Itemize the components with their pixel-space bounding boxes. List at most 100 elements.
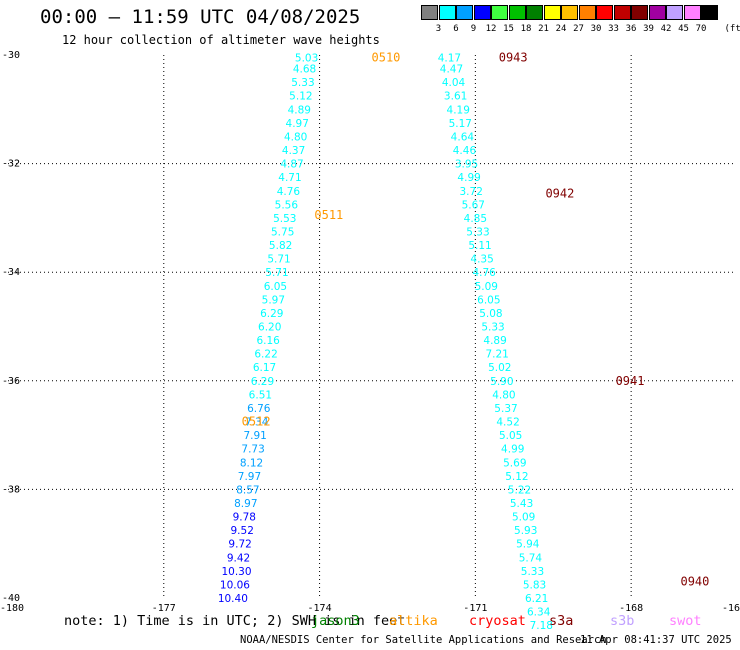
x-tick-label: -177 xyxy=(152,603,176,614)
wave-height-label: 5.33 xyxy=(521,566,544,578)
wave-height-label: 4.76 xyxy=(277,186,301,198)
wave-height-label: 4.80 xyxy=(284,131,307,143)
wave-height-label: 5.11 xyxy=(468,240,491,252)
wave-height-label: 5.22 xyxy=(508,484,531,496)
wave-height-label: 7.34 xyxy=(245,417,269,429)
pass-time-label: 0512 xyxy=(242,415,271,429)
x-tick-label: -180 xyxy=(0,603,24,614)
wave-height-label: 6.34 xyxy=(527,607,551,619)
wave-height-label: 8.57 xyxy=(236,484,259,496)
wave-height-label: 9.72 xyxy=(228,539,251,551)
wave-height-label: 4.85 xyxy=(464,213,487,225)
legend-swatch xyxy=(508,5,526,20)
wave-height-label: 5.33 xyxy=(291,77,314,89)
legend-label: 39 xyxy=(643,24,654,34)
y-tick-label: -30 xyxy=(2,50,20,61)
satellite-s3b: s3b xyxy=(610,613,635,629)
legend-swatch xyxy=(473,5,491,20)
legend-label: 33 xyxy=(608,24,619,34)
legend-swatch xyxy=(421,5,438,20)
legend-label: 27 xyxy=(573,24,584,34)
wave-height-label: 3.61 xyxy=(444,91,467,103)
wave-height-label: 5.94 xyxy=(516,539,540,551)
wave-height-label: 6.05 xyxy=(477,294,500,306)
legend-label: 45 xyxy=(678,24,689,34)
wave-height-label: 4.99 xyxy=(457,172,480,184)
wave-height-label: 5.53 xyxy=(273,213,296,225)
wave-height-label: 7.97 xyxy=(238,471,261,483)
pass-time-label: 0941 xyxy=(616,374,645,388)
satellite-cryosat: cryosat xyxy=(469,613,526,629)
wave-height-label: 5.93 xyxy=(514,525,537,537)
wave-height-label: 9.42 xyxy=(227,552,250,564)
y-tick-label: -38 xyxy=(2,484,20,495)
wave-height-label: 7.18 xyxy=(530,620,553,632)
wave-height-label: 5.43 xyxy=(510,498,533,510)
satellite-altika: altika xyxy=(389,613,438,629)
wave-height-label: 4.87 xyxy=(280,159,303,171)
wave-height-label: 8.12 xyxy=(240,457,263,469)
legend-label: 42 xyxy=(660,24,672,34)
wave-height-label: 3.72 xyxy=(460,186,483,198)
x-tick-label: -174 xyxy=(308,603,332,614)
legend-label: 70 xyxy=(695,24,707,34)
wave-height-label: 4.19 xyxy=(447,104,470,116)
wave-height-label: 5.97 xyxy=(262,294,285,306)
wave-height-label: 9.78 xyxy=(233,512,256,524)
x-tick-label: -16 xyxy=(722,603,740,614)
pass-time-label: 0511 xyxy=(314,208,343,222)
wave-height-label: 4.46 xyxy=(453,145,477,157)
wave-height-label: 5.05 xyxy=(499,430,522,442)
wave-height-label: 6.76 xyxy=(247,403,271,415)
wave-height-label: 10.40 xyxy=(218,593,248,605)
wave-height-label: 5.75 xyxy=(271,226,294,238)
wave-height-label: 5.69 xyxy=(503,457,526,469)
wave-height-label: 5.12 xyxy=(289,91,312,103)
legend-swatch xyxy=(683,5,701,20)
wave-height-label: 4.04 xyxy=(442,77,466,89)
legend-label: 18 xyxy=(520,24,532,34)
wave-height-label: 4.89 xyxy=(483,335,506,347)
wave-height-label: 6.21 xyxy=(525,593,548,605)
legend-swatch xyxy=(438,5,456,20)
legend-swatch xyxy=(666,5,683,20)
wave-height-label: 5.82 xyxy=(269,240,292,252)
wave-height-label: 8.97 xyxy=(234,498,257,510)
wave-height-label: 6.17 xyxy=(253,362,276,374)
wave-height-label: 4.35 xyxy=(470,254,493,266)
wave-height-label: 5.83 xyxy=(523,579,546,591)
wave-height-label: 6.16 xyxy=(256,335,280,347)
legend-unit: (ft) xyxy=(724,24,740,34)
legend-swatch xyxy=(701,5,718,20)
y-tick-label: -40 xyxy=(2,593,20,604)
pass-time-label: 0942 xyxy=(545,186,574,200)
wave-height-label: 5.90 xyxy=(490,376,513,388)
wave-height-label: 6.51 xyxy=(249,389,272,401)
legend-label: 24 xyxy=(555,24,567,34)
legend-swatch xyxy=(613,5,631,20)
x-tick-label: -171 xyxy=(463,603,487,614)
wave-height-label: 4.97 xyxy=(286,118,309,130)
legend-label: 30 xyxy=(590,24,602,34)
page-title: 00:00 – 11:59 UTC 04/08/2025 xyxy=(40,6,361,28)
legend-swatch xyxy=(578,5,596,20)
footer-note: note: 1) Time is in UTC; 2) SWH is in fe… xyxy=(64,613,406,629)
legend-label: 15 xyxy=(503,24,514,34)
wave-height-label: 4.64 xyxy=(451,131,475,143)
x-tick-label: -168 xyxy=(619,603,643,614)
legend-label: 9 xyxy=(470,24,477,34)
wave-height-label: 4.76 xyxy=(472,267,496,279)
legend-swatch xyxy=(631,5,648,20)
legend-swatch xyxy=(596,5,613,20)
generated-timestamp: 11 Apr 08:41:37 UTC 2025 xyxy=(580,634,732,646)
wave-height-label: 4.89 xyxy=(288,104,311,116)
legend-label: 12 xyxy=(485,24,497,34)
y-tick-label: -32 xyxy=(2,159,20,170)
wave-height-label: 5.09 xyxy=(475,281,498,293)
wave-height-label: 7.21 xyxy=(485,349,508,361)
wave-height-label: 5.71 xyxy=(265,267,288,279)
wave-height-label: 5.56 xyxy=(275,199,299,211)
wave-height-label: 6.22 xyxy=(254,349,277,361)
page-subtitle: 12 hour collection of altimeter wave hei… xyxy=(62,33,380,47)
legend-label: 36 xyxy=(625,24,637,34)
